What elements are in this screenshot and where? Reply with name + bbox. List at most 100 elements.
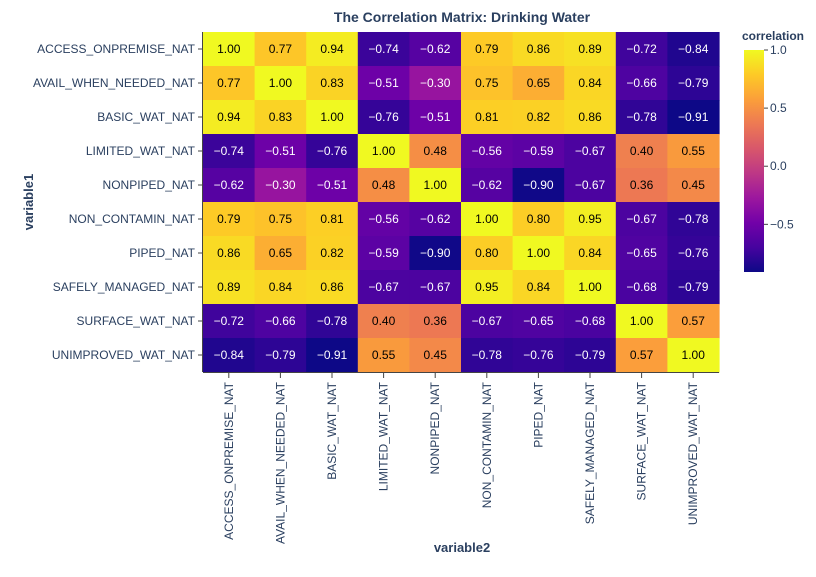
colorbar: 1.0 0.5 0.0 −0.5 [744,43,794,272]
heatmap-cell [564,304,617,339]
cell-value-label: −0.67 [420,280,451,294]
cell-value-label: 1.00 [217,42,241,56]
cell-value-label: 1.00 [424,178,448,192]
y-tick-label: AVAIL_WHEN_NEEDED_NAT [33,76,196,90]
cell-value-label: −0.78 [472,348,503,362]
x-axis-ticks: ACCESS_ONPREMISE_NAT AVAIL_WHEN_NEEDED_NA… [222,373,700,544]
heatmap-cell [615,338,668,373]
heatmap-cell [667,338,720,373]
heatmap-cell [254,168,307,203]
heatmap-cell [461,100,514,135]
heatmap-cell [254,304,307,339]
cell-value-label: −0.74 [368,42,399,56]
chart-title: The Correlation Matrix: Drinking Water [334,9,591,25]
cell-value-label: 0.79 [217,212,241,226]
cell-value-label: 0.82 [320,246,344,260]
colorbar-tick-label: 1.0 [770,43,787,57]
heatmap-cell [564,202,617,237]
cell-value-label: −0.76 [368,110,399,124]
cell-value-label: 0.86 [217,246,241,260]
heatmap-cell [203,100,256,135]
x-tick-label: AVAIL_WHEN_NEEDED_NAT [273,381,287,544]
heatmap-cell [254,270,307,305]
cell-value-label: −0.84 [678,42,709,56]
cell-value-label: −0.51 [265,144,296,158]
cell-value-label: 0.95 [578,212,602,226]
heatmap-cell [306,202,359,237]
cell-value-label: −0.51 [317,178,348,192]
heatmap-cell [461,236,514,271]
heatmap-cell [667,134,720,169]
cell-value-label: −0.65 [523,314,554,328]
cell-value-label: 0.40 [372,314,396,328]
cell-value-label: 0.55 [372,348,396,362]
cell-value-label: −0.76 [678,246,709,260]
colorbar-gradient [744,50,764,272]
x-tick-label: BASIC_WAT_NAT [325,381,339,479]
cell-value-label: −0.62 [420,42,451,56]
heatmap-cell [461,66,514,101]
cell-value-label: −0.78 [626,110,657,124]
heatmap-cell [667,168,720,203]
cell-value-label: 0.36 [424,314,448,328]
heatmap-cell [306,304,359,339]
cell-value-label: 1.00 [578,280,602,294]
heatmap-cell [564,338,617,373]
cell-value-label: 0.80 [527,212,551,226]
heatmap-cell [512,32,565,67]
cell-value-label: 0.89 [217,280,241,294]
heatmap-cell [357,338,410,373]
cell-value-label: 0.36 [630,178,654,192]
cell-value-label: 0.81 [475,110,499,124]
heatmap-cell [306,338,359,373]
heatmap-cell [254,32,307,67]
heatmap-cell [461,32,514,67]
heatmap-cell [564,134,617,169]
heatmap-cell [667,304,720,339]
y-tick-label: PIPED_NAT [129,246,195,260]
x-tick-label: PIPED_NAT [531,381,545,447]
cell-value-label: 0.89 [578,42,602,56]
cell-value-label: −0.51 [420,110,451,124]
cell-value-label: 0.55 [682,144,706,158]
cell-value-label: −0.79 [678,76,709,90]
heatmap-cell [254,236,307,271]
cell-value-label: −0.67 [368,280,399,294]
cell-value-label: −0.68 [626,280,657,294]
cell-value-label: 0.86 [320,280,344,294]
y-axis-title: variable1 [21,174,36,230]
heatmap-cell [512,100,565,135]
heatmap-cell [357,32,410,67]
heatmap-cell [564,236,617,271]
heatmap-cells [202,32,720,373]
heatmap-cell [306,134,359,169]
heatmap-cell [203,304,256,339]
heatmap-cell [306,270,359,305]
y-axis-ticks: ACCESS_ONPREMISE_NAT AVAIL_WHEN_NEEDED_NA… [33,42,202,362]
cell-value-label: 0.77 [269,42,293,56]
heatmap-cell [615,270,668,305]
heatmap-cell [667,100,720,135]
heatmap-cell [461,304,514,339]
cell-value-label: −0.59 [368,246,399,260]
cell-value-label: −0.67 [575,178,606,192]
heatmap-cell [409,134,462,169]
cell-value-label: −0.62 [472,178,503,192]
x-tick-label: LIMITED_WAT_NAT [377,381,391,491]
x-tick-label: UNIMPROVED_WAT_NAT [686,381,700,525]
heatmap-cell [615,236,668,271]
cell-value-label: 0.57 [630,348,654,362]
y-tick-label: LIMITED_WAT_NAT [86,144,196,158]
colorbar-tick-label: 0.0 [770,159,787,173]
cell-value-label: −0.79 [678,280,709,294]
heatmap-cell [564,66,617,101]
heatmap-cell [254,338,307,373]
cell-value-label: 0.84 [527,280,551,294]
heatmap-cell [306,100,359,135]
heatmap-cell [357,134,410,169]
heatmap-cell [357,66,410,101]
heatmap-cell [564,100,617,135]
heatmap-cell [357,304,410,339]
cell-value-label: 0.83 [269,110,293,124]
cell-value-label: −0.66 [626,76,657,90]
